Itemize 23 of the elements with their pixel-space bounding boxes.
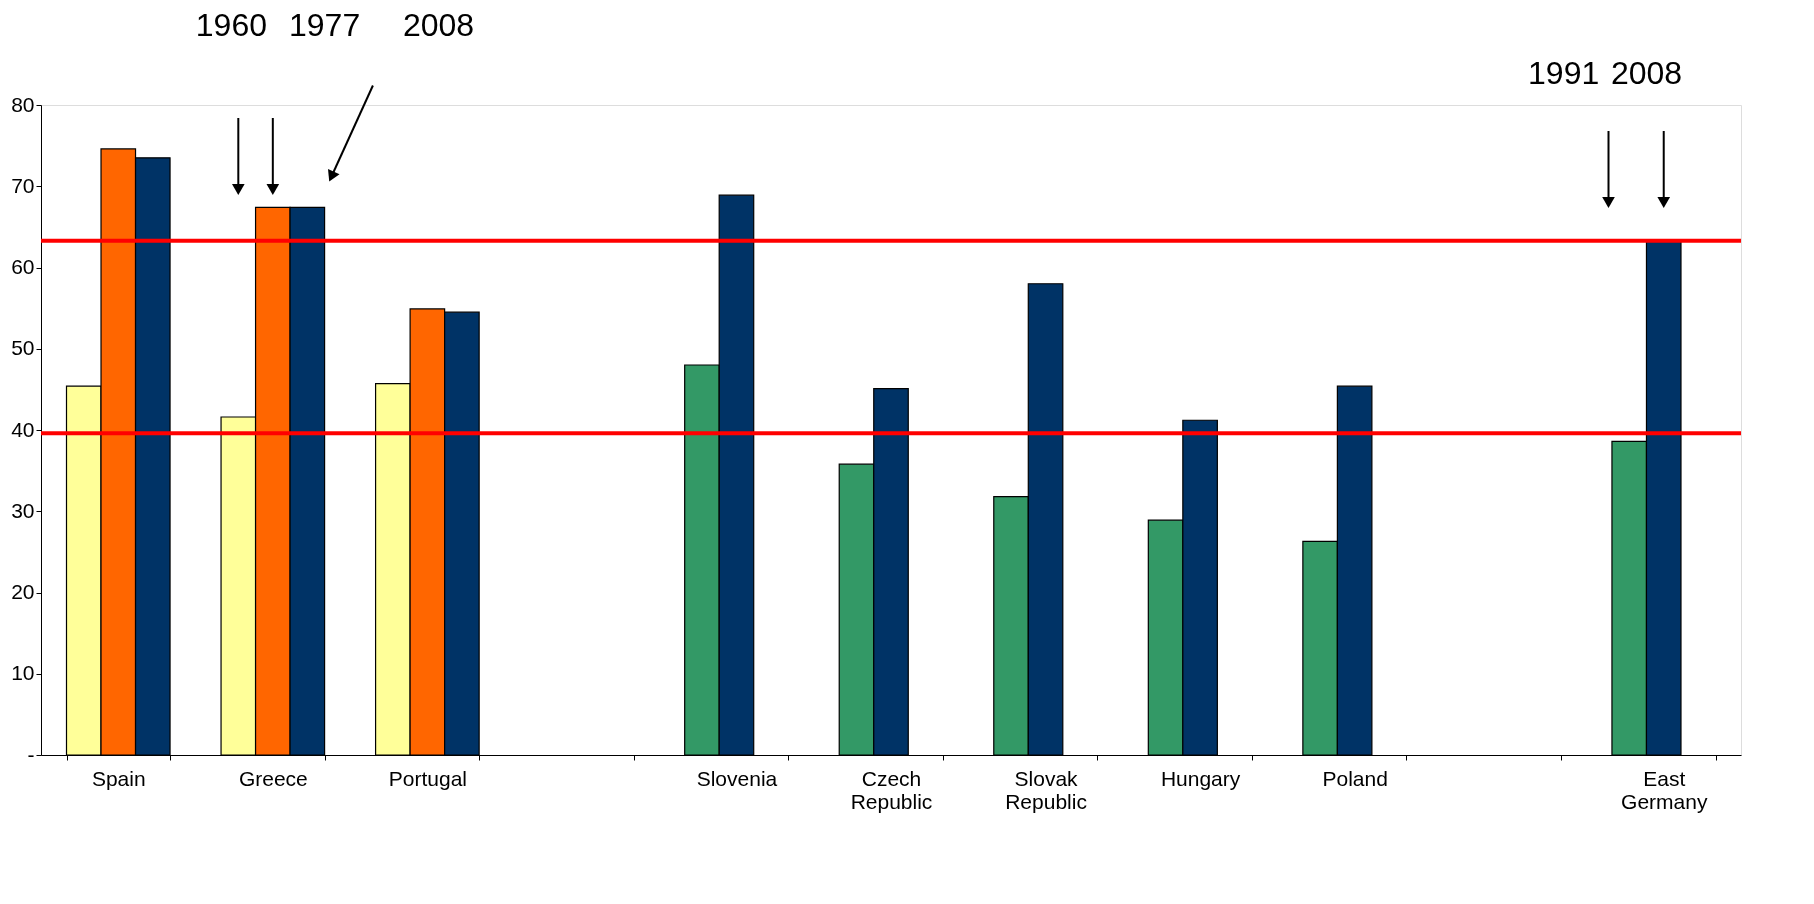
x-tick-label: Slovak Republic (1005, 766, 1087, 813)
y-tick-label: - (27, 742, 35, 766)
text: 2008 (1610, 55, 1683, 91)
y-tick-label: 50 (11, 336, 35, 360)
y-tick-label: 10 (11, 661, 35, 685)
x-tick-label: Greece (238, 766, 308, 790)
y-tick-label: 20 (11, 580, 35, 603)
x-tick-label: Slovenia (696, 766, 778, 790)
y-tick-label: 60 (11, 255, 35, 278)
text: 1960 (195, 7, 267, 43)
y-tick-label: 80 (11, 92, 35, 116)
y-tick-label: 70 (11, 173, 35, 197)
y-tick-label: 40 (11, 417, 35, 441)
x-tick-label: Spain (91, 766, 146, 790)
y-tick-label: 30 (11, 498, 35, 522)
text: 1991 (1528, 55, 1600, 91)
x-tick-label: Czech Republic (850, 766, 933, 813)
x-tick-label: Portugal (388, 766, 467, 790)
text: 2008 (402, 7, 475, 43)
x-tick-label: Hungary (1160, 766, 1241, 790)
x-tick-label: Poland (1322, 766, 1388, 790)
text: 1977 (289, 7, 361, 43)
x-tick-label: East Germany (1621, 766, 1708, 813)
